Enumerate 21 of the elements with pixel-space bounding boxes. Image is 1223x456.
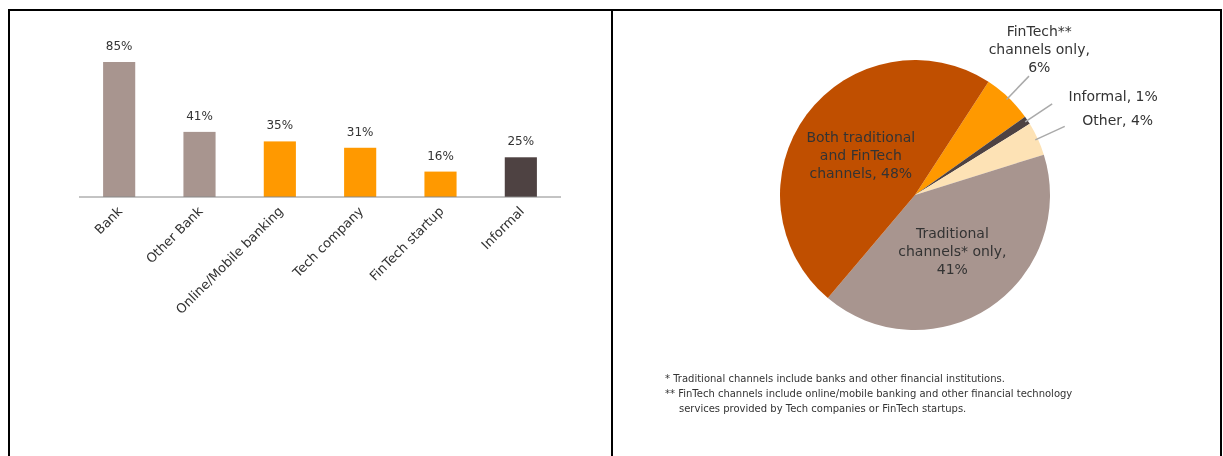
data-label: 35% <box>266 118 294 133</box>
slice-label: Both traditional and FinTech channels, 48% <box>806 128 916 181</box>
data-label: 85% <box>105 39 133 53</box>
slice-label: Traditional channels* only, 41% <box>898 225 1007 278</box>
data-label: 41% <box>186 108 213 123</box>
slice-label: FinTech** channels only, 6% <box>988 23 1090 76</box>
pie-slice <box>915 123 1044 195</box>
text: * Traditional channels include banks and other financial institutions. <box>665 373 1005 384</box>
bar <box>504 157 537 197</box>
text: ** FinTech channels include online/mobile banking and other financial technology services provided by Tech companies or FinTech startups. <box>665 388 1073 414</box>
pie-slice <box>915 81 1026 195</box>
slice-label: Informal, 1% <box>1068 87 1158 104</box>
data-label: 16% <box>427 148 454 163</box>
bar <box>424 171 457 197</box>
bar <box>103 62 136 197</box>
bar <box>344 147 377 197</box>
slice-label: Other, 4% <box>1082 112 1154 129</box>
data-label: 31% <box>346 124 374 139</box>
bar <box>183 131 216 197</box>
data-label: 25% <box>507 134 535 149</box>
bar <box>263 141 296 197</box>
